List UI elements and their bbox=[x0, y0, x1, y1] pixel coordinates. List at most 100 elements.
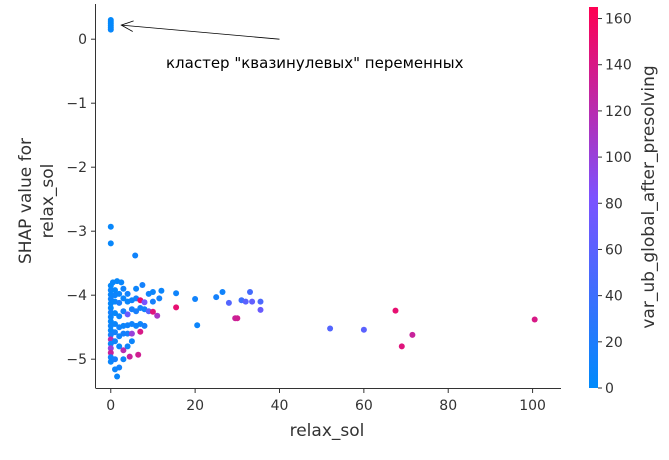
annotation-text: кластер "квазинулевых" переменных bbox=[166, 54, 464, 72]
colorbar-tick-label-3: 60 bbox=[605, 242, 623, 258]
data-point-58 bbox=[124, 330, 131, 337]
colorbar-tick-label-4: 80 bbox=[605, 196, 623, 212]
data-point-52 bbox=[120, 347, 127, 354]
colorbar-tick-label-8: 160 bbox=[605, 12, 632, 28]
colorbar-label: var_ub_global_after_presolving bbox=[639, 65, 659, 328]
data-point-41 bbox=[116, 299, 123, 306]
x-tick-label-5: 100 bbox=[519, 398, 546, 414]
data-point-74 bbox=[137, 328, 144, 335]
data-point-85 bbox=[158, 287, 165, 294]
data-point-42 bbox=[116, 313, 123, 320]
data-point-26 bbox=[107, 345, 114, 352]
data-point-47 bbox=[120, 285, 127, 292]
y-tick-label-5: −5 bbox=[66, 352, 87, 368]
y-ticks: 0 −1 −2 −3 −4 −5 bbox=[66, 32, 96, 368]
data-point-12 bbox=[107, 282, 114, 289]
data-point-95 bbox=[234, 315, 241, 322]
data-point-40 bbox=[116, 290, 123, 297]
colorbar-tick-label-1: 20 bbox=[605, 335, 623, 351]
data-point-78 bbox=[141, 322, 148, 329]
data-point-37 bbox=[112, 356, 118, 363]
colorbar-tick-label-7: 140 bbox=[605, 58, 632, 74]
data-point-7 bbox=[107, 240, 114, 247]
data-point-54 bbox=[124, 290, 131, 297]
data-point-76 bbox=[141, 299, 148, 306]
data-point-51 bbox=[120, 330, 127, 337]
y-axis-label-line1: SHAP value for bbox=[16, 138, 36, 264]
x-ticks: 0 20 40 60 80 100 bbox=[106, 388, 546, 414]
colorbar-tick-label-5: 100 bbox=[605, 150, 632, 166]
data-point-19 bbox=[107, 314, 114, 320]
annotation-arrow bbox=[121, 24, 280, 40]
colorbar-tick-label-2: 40 bbox=[605, 289, 623, 305]
data-point-104 bbox=[392, 307, 399, 314]
data-point-45 bbox=[116, 343, 123, 350]
data-point-102 bbox=[327, 325, 334, 332]
x-tick-label-0: 0 bbox=[106, 398, 115, 414]
y-tick-label-0: 0 bbox=[78, 32, 87, 48]
x-tick-label-3: 60 bbox=[355, 398, 373, 414]
y-tick-label-4: −4 bbox=[66, 288, 87, 304]
data-point-8 bbox=[132, 252, 139, 259]
data-point-89 bbox=[192, 296, 199, 302]
data-point-17 bbox=[107, 305, 114, 311]
data-point-92 bbox=[219, 289, 226, 295]
annotation-arrowhead bbox=[120, 20, 134, 32]
data-point-48 bbox=[120, 295, 127, 302]
data-point-46 bbox=[116, 364, 123, 371]
data-point-70 bbox=[135, 351, 142, 358]
data-point-49 bbox=[120, 308, 127, 315]
data-point-6 bbox=[107, 223, 114, 230]
data-point-30 bbox=[112, 287, 118, 294]
data-point-93 bbox=[225, 299, 232, 306]
scatter-points bbox=[107, 17, 538, 380]
data-point-75 bbox=[139, 282, 146, 288]
data-point-99 bbox=[249, 298, 256, 305]
data-point-103 bbox=[360, 326, 367, 333]
data-point-66 bbox=[133, 285, 140, 292]
data-point-65 bbox=[128, 338, 135, 345]
x-tick-label-4: 80 bbox=[439, 398, 457, 414]
data-point-27 bbox=[107, 349, 114, 356]
x-tick-label-2: 40 bbox=[271, 398, 289, 414]
data-point-88 bbox=[173, 304, 180, 311]
data-point-39 bbox=[114, 373, 121, 380]
data-point-83 bbox=[149, 308, 156, 315]
data-point-60 bbox=[126, 353, 133, 360]
y-axis-label-line2: relax_sol bbox=[38, 164, 58, 239]
y-tick-label-3: −3 bbox=[66, 224, 87, 240]
data-point-106 bbox=[409, 331, 416, 338]
data-point-36 bbox=[112, 338, 118, 345]
data-point-81 bbox=[149, 289, 156, 295]
colorbar-tick-label-0: 0 bbox=[605, 381, 614, 397]
data-point-35 bbox=[112, 329, 118, 336]
data-point-34 bbox=[112, 321, 118, 327]
data-point-64 bbox=[128, 330, 135, 337]
data-point-90 bbox=[194, 322, 201, 329]
data-point-33 bbox=[112, 310, 118, 317]
y-tick-label-2: −2 bbox=[66, 160, 87, 176]
data-point-53 bbox=[120, 356, 127, 363]
data-point-100 bbox=[257, 298, 264, 305]
data-point-84 bbox=[154, 312, 161, 319]
data-point-87 bbox=[173, 290, 180, 297]
data-point-97 bbox=[242, 298, 249, 305]
data-point-91 bbox=[213, 294, 220, 301]
colorbar-ticks: 0 20 40 60 80 100 120 140 160 bbox=[598, 12, 632, 397]
data-point-56 bbox=[124, 311, 131, 318]
data-point-86 bbox=[156, 295, 163, 302]
data-point-11 bbox=[118, 279, 125, 286]
x-axis-label: relax_sol bbox=[290, 421, 365, 441]
data-point-59 bbox=[124, 343, 131, 350]
data-point-105 bbox=[398, 343, 405, 350]
data-point-82 bbox=[149, 298, 156, 305]
data-point-98 bbox=[247, 289, 253, 295]
data-point-107 bbox=[531, 316, 538, 323]
colorbar bbox=[589, 7, 598, 388]
colorbar-tick-label-6: 120 bbox=[605, 104, 632, 120]
data-point-101 bbox=[257, 306, 264, 313]
data-point-13 bbox=[107, 287, 114, 294]
x-tick-label-1: 20 bbox=[186, 398, 204, 414]
